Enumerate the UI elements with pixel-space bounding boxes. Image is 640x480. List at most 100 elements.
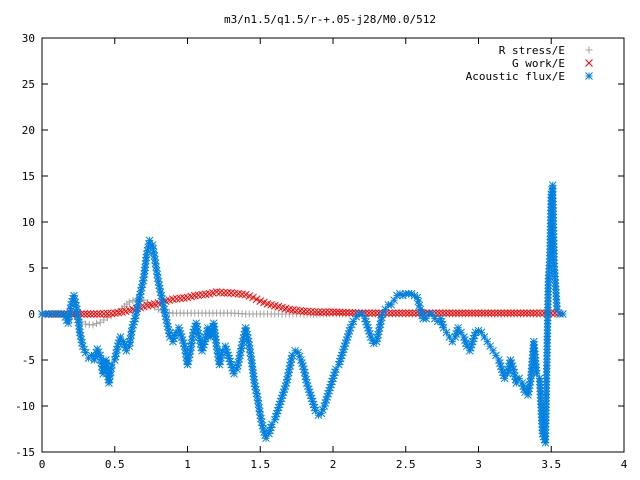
acoustic-flux-e-point — [308, 397, 317, 406]
acoustic-flux-e-point — [470, 331, 479, 340]
acoustic-flux-e-point — [164, 322, 172, 331]
g-work-e-point — [526, 309, 535, 317]
acoustic-flux-e-point — [193, 322, 201, 331]
acoustic-flux-e-point — [254, 400, 263, 409]
acoustic-flux-e-point — [59, 310, 68, 318]
acoustic-flux-e-point — [306, 391, 315, 400]
g-work-e-point — [335, 308, 344, 317]
acoustic-flux-e-point — [144, 243, 153, 252]
acoustic-flux-e-point — [393, 291, 401, 300]
acoustic-flux-e-point — [170, 334, 178, 343]
acoustic-flux-e-point — [480, 333, 489, 341]
acoustic-flux-e-point — [337, 351, 346, 360]
g-work-e-point — [338, 308, 347, 317]
acoustic-flux-e-point — [373, 334, 382, 343]
acoustic-flux-e-point — [254, 396, 262, 405]
g-work-e-point — [474, 309, 483, 317]
acoustic-flux-e-point — [237, 344, 246, 353]
g-work-e-point — [371, 309, 380, 317]
g-work-e-point — [464, 309, 473, 317]
g-work-e-point — [532, 309, 541, 317]
acoustic-flux-e-point — [547, 190, 556, 199]
r-stress-e-point — [96, 318, 104, 326]
acoustic-flux-e-point — [505, 363, 513, 371]
acoustic-flux-e-point — [70, 295, 79, 303]
acoustic-flux-e-point — [365, 327, 373, 335]
g-work-e-point — [481, 309, 489, 317]
acoustic-flux-e-point — [62, 316, 71, 324]
acoustic-flux-e-point — [283, 375, 292, 384]
x-tick-label: 0 — [39, 458, 46, 471]
acoustic-flux-e-point — [451, 333, 460, 341]
acoustic-flux-e-point — [70, 291, 78, 300]
acoustic-flux-e-point — [407, 289, 416, 298]
acoustic-flux-e-point — [133, 304, 142, 313]
acoustic-flux-e-point — [127, 327, 136, 336]
acoustic-flux-e-point — [511, 375, 520, 384]
acoustic-flux-e-point — [376, 320, 385, 329]
acoustic-flux-e-point — [366, 330, 374, 338]
acoustic-flux-e-point — [520, 385, 528, 393]
y-tick-label: 20 — [22, 124, 35, 137]
acoustic-flux-e-point — [91, 352, 100, 361]
g-work-e-point — [405, 309, 413, 317]
acoustic-flux-e-point — [335, 357, 344, 366]
acoustic-flux-e-point — [437, 317, 446, 326]
acoustic-flux-e-point — [328, 377, 336, 386]
acoustic-flux-e-point — [72, 302, 81, 310]
acoustic-flux-e-point — [67, 300, 75, 309]
acoustic-flux-e-point — [377, 313, 386, 322]
acoustic-flux-e-point — [466, 343, 475, 352]
acoustic-flux-e-point — [199, 343, 207, 352]
g-work-e-point — [503, 309, 512, 317]
acoustic-flux-e-point — [41, 310, 50, 318]
acoustic-flux-e-point — [137, 283, 146, 292]
acoustic-flux-e-point — [114, 339, 123, 347]
acoustic-flux-e-point — [398, 291, 407, 300]
acoustic-flux-e-point — [52, 310, 61, 318]
acoustic-flux-e-point — [340, 342, 349, 351]
acoustic-flux-e-point — [66, 308, 74, 317]
acoustic-flux-e-point — [323, 392, 332, 401]
x-tick-label: 3.5 — [541, 458, 561, 471]
legend-label-acoustic-flux-e: Acoustic flux/E — [466, 70, 565, 83]
acoustic-flux-e-point — [125, 342, 134, 351]
x-tick-label: 2.5 — [396, 458, 416, 471]
acoustic-flux-e-point — [188, 332, 197, 340]
acoustic-flux-e-point — [524, 387, 533, 396]
acoustic-flux-e-point — [153, 270, 162, 279]
chart-title: m3/n1.5/q1.5/r-+.05-j28/M0.0/512 — [224, 13, 436, 26]
g-work-e-point — [388, 309, 397, 317]
acoustic-flux-e-point — [277, 394, 286, 403]
acoustic-flux-e-point — [178, 336, 187, 344]
acoustic-flux-e-point — [251, 382, 260, 391]
acoustic-flux-e-point — [217, 350, 226, 359]
acoustic-flux-e-point — [161, 312, 170, 321]
g-work-e-point — [310, 308, 319, 316]
acoustic-flux-e-point — [524, 391, 532, 399]
acoustic-flux-e-point — [511, 372, 519, 380]
acoustic-flux-e-point — [305, 388, 314, 397]
acoustic-flux-e-point — [64, 319, 73, 328]
acoustic-flux-e-point — [177, 333, 186, 341]
r-stress-e-point — [100, 316, 108, 324]
acoustic-flux-e-point — [498, 368, 507, 377]
acoustic-flux-e-point — [342, 336, 351, 344]
acoustic-flux-e-point — [227, 360, 236, 369]
acoustic-flux-e-point — [375, 323, 384, 332]
acoustic-flux-e-point — [304, 385, 313, 393]
acoustic-flux-e-point — [241, 323, 250, 332]
acoustic-flux-e-point — [506, 356, 515, 364]
acoustic-flux-e-point — [107, 364, 116, 373]
acoustic-flux-e-point — [217, 353, 225, 362]
acoustic-flux-e-point — [152, 263, 160, 271]
g-work-e-point — [484, 309, 493, 317]
acoustic-flux-e-point — [257, 418, 266, 426]
acoustic-flux-e-point — [204, 323, 212, 332]
x-tick-label: 1 — [184, 458, 191, 471]
acoustic-flux-e-point — [215, 360, 224, 369]
acoustic-flux-e-point — [186, 346, 195, 355]
g-work-e-point — [303, 307, 312, 316]
acoustic-flux-e-point — [76, 331, 85, 340]
